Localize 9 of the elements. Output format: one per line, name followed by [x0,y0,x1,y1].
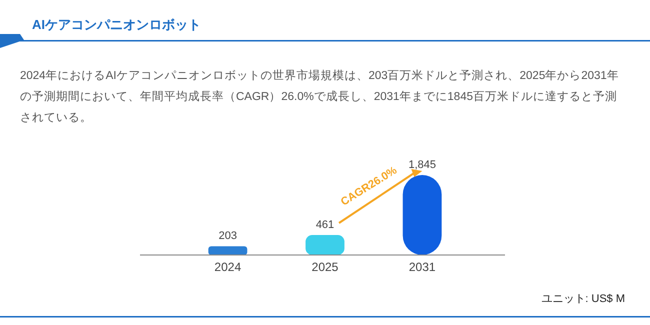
data-label: 1,845 [408,159,436,171]
data-label: 461 [316,219,334,232]
x-tick-label: 2024 [214,260,242,274]
text: ユニット: US$ M [541,293,625,305]
data-label: 203 [218,230,237,242]
x-tick-label: 2031 [408,260,436,274]
chart-title: AIケアコンパニオンロボット [32,17,201,32]
chart-subtitle: 2024年におけるAIケアコンパニオンロボットの世界市場規模は、203百万米ドルと予測され、2025年から2031年の予測期間において、年間平均成長率（CAGR）26.0%で成長し、2031年までに1845百万米ドルに達すると予測されている。 [20,68,620,126]
x-tick-label: 2025 [312,260,339,274]
